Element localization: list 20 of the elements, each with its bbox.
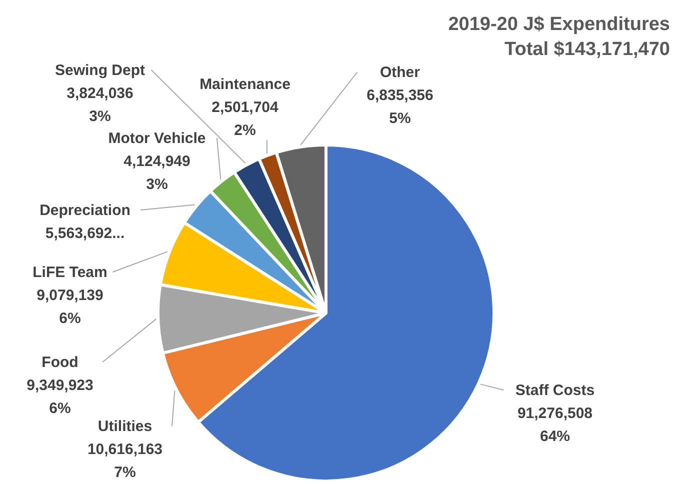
data-label: 9,079,139 6% <box>36 287 104 327</box>
chart-subtitle: Total $143,171,470 <box>504 38 670 62</box>
data-label: 91,276,508 64% <box>517 405 593 445</box>
data-label: 4,124,949 3% <box>124 153 190 193</box>
data-label: 6,835,356 5% <box>366 87 434 127</box>
data-label: 2,501,704 2% <box>212 99 280 139</box>
slice-label: Food <box>42 354 78 371</box>
data-label: 3,824,036 3% <box>66 85 134 125</box>
slice-label: Staff Costs <box>515 382 595 399</box>
slice-label: LiFE Team <box>32 264 108 281</box>
slice-label: Sewing Dept <box>54 62 146 79</box>
slice-label: Other <box>380 64 420 81</box>
data-label: 10,616,163 7% <box>87 441 163 481</box>
slice-label: Depreciation <box>40 202 130 219</box>
chart-title: 2019-20 J$ Expenditures <box>448 13 670 37</box>
slice-label: Motor Vehicle <box>108 130 206 147</box>
data-label: 5,563,692... <box>45 225 125 242</box>
data-label: 9,349,923 6% <box>26 377 94 417</box>
slice-label: Maintenance <box>200 76 290 93</box>
slice-label: Utilities <box>98 418 152 435</box>
